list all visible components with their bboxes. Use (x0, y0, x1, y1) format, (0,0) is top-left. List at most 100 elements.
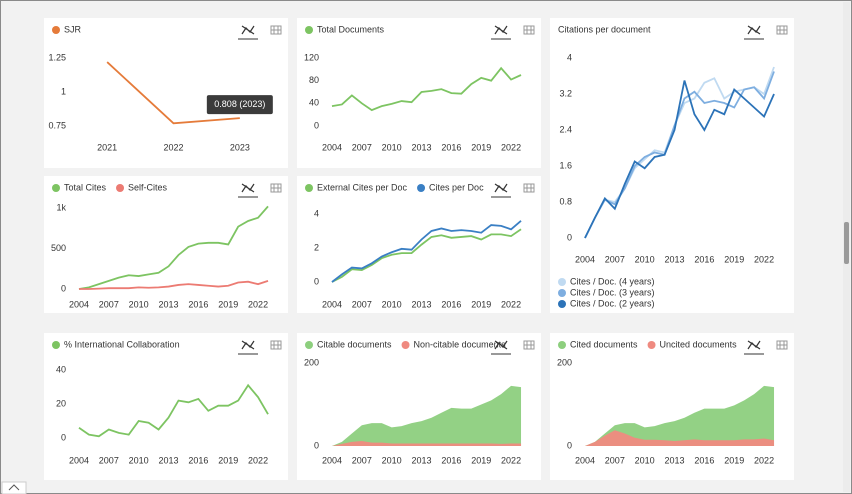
x-tick-label: 2007 (99, 455, 119, 465)
y-tick-label: 1.6 (559, 160, 572, 170)
legend-label[interactable]: % International Collaboration (64, 339, 180, 349)
legend-swatch[interactable] (305, 184, 313, 192)
line (78, 383, 269, 438)
chart-view-icon[interactable] (494, 25, 508, 35)
area (331, 385, 522, 446)
x-tick-label: 2010 (129, 455, 149, 465)
legend-label[interactable]: External Cites per Doc (317, 182, 408, 192)
legend-label[interactable]: Cites / Doc. (2 years) (570, 298, 655, 308)
legend-label[interactable]: Uncited documents (660, 339, 738, 349)
y-tick-label: 2 (314, 242, 319, 252)
legend-swatch[interactable] (52, 341, 60, 349)
x-tick-label: 2023 (230, 142, 250, 152)
tooltip-box (206, 95, 273, 115)
y-tick-label: 4 (567, 52, 572, 62)
legend-label[interactable]: Total Cites (64, 182, 107, 192)
legend-label[interactable]: Cited documents (570, 339, 638, 349)
legend-label[interactable]: Total Documents (317, 24, 385, 34)
legend-swatch[interactable] (305, 26, 313, 34)
legend-swatch[interactable] (116, 184, 125, 192)
y-tick-label: 20 (56, 398, 66, 408)
legend-swatch[interactable] (558, 300, 566, 308)
x-tick-label: 2013 (665, 455, 685, 465)
legend-swatch[interactable] (52, 26, 60, 34)
area (584, 430, 775, 446)
table-grid (271, 341, 281, 349)
legend-swatch[interactable] (52, 184, 60, 192)
table-grid (777, 26, 787, 34)
x-tick-label: 2010 (382, 299, 402, 309)
line (331, 220, 522, 283)
x-tick-label: 2013 (412, 299, 432, 309)
y-tick-label: 1k (56, 202, 66, 212)
y-tick-label: 200 (304, 357, 319, 367)
x-tick-label: 2004 (69, 299, 89, 309)
x-tick-label: 2013 (412, 455, 432, 465)
x-tick-label: 2007 (352, 455, 372, 465)
area (584, 385, 775, 446)
x-tick-label: 2004 (322, 299, 342, 309)
y-tick-label: 0 (314, 440, 319, 450)
x-tick-label: 2013 (159, 299, 179, 309)
panel (550, 18, 794, 313)
legend-swatch[interactable] (401, 341, 410, 349)
y-tick-label: 4 (314, 208, 319, 218)
legend-swatch[interactable] (647, 341, 656, 349)
chart-view-icon[interactable] (747, 340, 761, 350)
chart-view-icon[interactable] (241, 340, 255, 350)
legend-swatch[interactable] (558, 341, 566, 349)
legend-label[interactable]: Cites / Doc. (4 years) (570, 276, 655, 286)
x-tick-label: 2016 (441, 142, 461, 152)
legend-label[interactable]: Self-Cites (128, 182, 168, 192)
y-tick-label: 0 (567, 232, 572, 242)
y-tick-label: 40 (56, 364, 66, 374)
x-tick-label: 2021 (97, 142, 117, 152)
x-tick-label: 2004 (69, 455, 89, 465)
y-tick-label: 0.75 (48, 120, 66, 130)
scroll-top-button[interactable] (1, 481, 27, 494)
line (78, 280, 269, 290)
x-tick-label: 2022 (501, 142, 521, 152)
legend-label[interactable]: Citable documents (317, 339, 392, 349)
x-tick-label: 2019 (724, 455, 744, 465)
panel (44, 18, 288, 168)
panel (44, 176, 288, 313)
chart-view-icon[interactable] (747, 25, 761, 35)
chart-view-icon[interactable] (494, 340, 508, 350)
chart-view-icon[interactable] (494, 183, 508, 193)
x-tick-label: 2022 (248, 455, 268, 465)
legend-label[interactable]: Non-citable documents (414, 339, 507, 349)
x-tick-label: 2016 (441, 455, 461, 465)
x-tick-label: 2022 (248, 299, 268, 309)
x-tick-label: 2019 (471, 299, 491, 309)
x-tick-label: 2010 (635, 254, 655, 264)
y-tick-label: 120 (304, 52, 319, 62)
x-tick-label: 2007 (99, 299, 119, 309)
legend-label[interactable]: Cites per Doc (429, 182, 484, 192)
chart-view-icon[interactable] (241, 183, 255, 193)
panel (44, 333, 288, 480)
legend-label[interactable]: Cites / Doc. (3 years) (570, 287, 655, 297)
legend-swatch[interactable] (558, 278, 566, 286)
y-tick-label: 3.2 (559, 88, 572, 98)
chart-view-icon[interactable] (241, 25, 255, 35)
x-tick-label: 2007 (605, 455, 625, 465)
legend-swatch[interactable] (417, 184, 426, 192)
x-tick-label: 2019 (724, 254, 744, 264)
legend-swatch[interactable] (305, 341, 313, 349)
x-tick-label: 2022 (501, 455, 521, 465)
x-tick-label: 2004 (575, 455, 595, 465)
scrollbar-thumb[interactable] (844, 222, 849, 264)
x-tick-label: 2004 (575, 254, 595, 264)
y-tick-label: 2.4 (559, 124, 572, 134)
x-tick-label: 2016 (694, 254, 714, 264)
legend-swatch[interactable] (558, 289, 566, 297)
y-tick-label: 500 (51, 243, 66, 253)
x-tick-label: 2007 (352, 142, 372, 152)
legend-label[interactable]: SJR (64, 24, 82, 34)
x-tick-label: 2016 (694, 455, 714, 465)
y-tick-label: 200 (557, 357, 572, 367)
table-grid (524, 26, 534, 34)
x-tick-label: 2016 (188, 455, 208, 465)
